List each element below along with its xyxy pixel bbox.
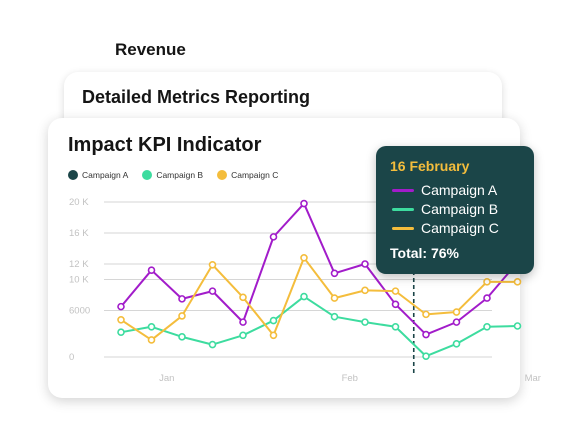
legend-item-campaign-b[interactable]: Campaign B <box>142 170 203 180</box>
data-point <box>513 278 522 286</box>
data-point <box>178 312 186 320</box>
data-point <box>208 287 217 295</box>
tooltip-date: 16 February <box>390 158 470 174</box>
data-point <box>239 331 247 340</box>
data-point <box>361 260 369 268</box>
data-tooltip: 16 February Campaign A Campaign B Campai… <box>376 146 534 274</box>
y-tick-label: 12 K <box>69 259 89 270</box>
y-tick-label: 10 K <box>69 275 89 286</box>
x-tick-label: Jan <box>159 373 174 384</box>
x-tick-label: Feb <box>342 373 358 384</box>
data-point <box>208 260 217 269</box>
data-point <box>422 330 430 339</box>
data-point <box>422 352 430 361</box>
tooltip-label: Campaign B <box>421 201 499 217</box>
data-point <box>147 322 156 331</box>
data-point <box>391 287 400 295</box>
data-point <box>513 322 522 330</box>
legend-dot-icon <box>142 170 153 180</box>
data-point <box>391 300 400 309</box>
y-tick-label: 6000 <box>69 306 90 317</box>
legend-label: Campaign C <box>231 170 279 180</box>
data-point <box>452 318 461 326</box>
data-point <box>208 340 217 349</box>
data-point <box>269 331 278 340</box>
data-point <box>422 310 430 319</box>
tooltip-row-campaign-c: Campaign C <box>392 220 499 236</box>
data-point <box>330 269 339 278</box>
tooltip-label: Campaign A <box>421 182 498 198</box>
y-tick-label: 0 <box>69 352 74 363</box>
y-tick-label: 20 K <box>69 197 89 208</box>
data-point <box>300 253 308 262</box>
data-point <box>117 302 125 311</box>
data-point <box>269 233 278 241</box>
x-tick-label: Mar <box>525 373 541 384</box>
data-point <box>117 328 125 337</box>
data-point <box>147 336 156 344</box>
data-point <box>330 294 339 302</box>
legend-dot-icon <box>217 170 228 180</box>
series-line-2 <box>120 256 518 341</box>
data-point <box>361 286 369 295</box>
series-line-1 <box>120 295 518 358</box>
stack-title: Revenue <box>115 40 186 59</box>
line-swatch-icon <box>392 207 414 211</box>
data-point <box>178 295 186 303</box>
data-point <box>452 340 461 348</box>
data-point <box>452 308 461 316</box>
line-swatch-icon <box>392 226 414 230</box>
data-point <box>117 315 125 324</box>
detailed-metrics-title: Detailed Metrics Reporting <box>82 87 311 107</box>
card-title: Impact KPI Indicator <box>68 134 262 156</box>
series-line-0 <box>120 202 519 336</box>
legend-label: Campaign B <box>156 170 204 180</box>
data-point <box>300 292 308 301</box>
data-point <box>391 322 400 331</box>
tooltip-row-campaign-a: Campaign A <box>392 182 497 198</box>
data-point <box>483 294 491 302</box>
data-point <box>300 199 308 208</box>
data-point <box>483 278 491 286</box>
legend-item-campaign-a[interactable]: Campaign A <box>68 170 128 180</box>
data-point <box>269 316 278 325</box>
data-point <box>178 333 186 341</box>
data-point <box>361 318 369 326</box>
data-point <box>483 322 491 331</box>
tooltip-row-campaign-b: Campaign B <box>392 201 498 217</box>
data-point <box>147 266 156 275</box>
tooltip-total: Total: 76% <box>390 245 459 261</box>
data-point <box>330 312 339 321</box>
tooltip-label: Campaign C <box>421 220 499 236</box>
data-point <box>239 293 247 302</box>
y-tick-label: 16 K <box>69 228 89 239</box>
chart-legend: Campaign A Campaign B Campaign C <box>68 170 278 180</box>
legend-dot-icon <box>68 170 78 180</box>
line-swatch-icon <box>392 188 414 192</box>
legend-label: Campaign A <box>82 170 129 180</box>
data-point <box>239 318 247 326</box>
legend-item-campaign-c[interactable]: Campaign C <box>217 170 278 180</box>
